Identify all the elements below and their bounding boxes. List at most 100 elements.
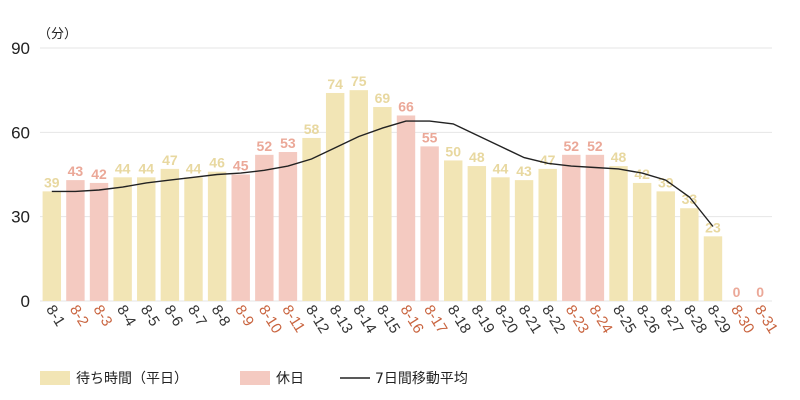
x-tick-label-8-22: 8-22 bbox=[538, 302, 568, 336]
value-label-8-29: 23 bbox=[705, 219, 721, 235]
y-axis-ticks: 0 30 60 90 bbox=[11, 39, 30, 311]
x-tick-label-8-18: 8-18 bbox=[444, 302, 474, 336]
bar-8-21 bbox=[514, 180, 534, 301]
bar-8-24 bbox=[585, 154, 605, 301]
bar-8-4 bbox=[113, 177, 132, 301]
value-label-8-19: 48 bbox=[469, 149, 485, 165]
bar-8-10 bbox=[255, 154, 274, 301]
y-tick-label: 90 bbox=[11, 39, 30, 58]
x-tick-label-8-1: 8-1 bbox=[42, 302, 68, 329]
value-label-8-2: 43 bbox=[68, 163, 84, 179]
x-tick-label-8-15: 8-15 bbox=[373, 302, 403, 336]
value-label-8-8: 46 bbox=[209, 155, 225, 171]
x-tick-label-8-21: 8-21 bbox=[515, 302, 545, 336]
legend-label-weekday: 待ち時間（平日） bbox=[76, 371, 188, 387]
x-tick-label-8-10: 8-10 bbox=[255, 302, 285, 336]
bar-8-18 bbox=[444, 160, 463, 301]
x-tick-label-8-6: 8-6 bbox=[160, 302, 186, 329]
value-label-8-18: 50 bbox=[445, 143, 461, 159]
bar-8-6 bbox=[160, 168, 180, 301]
value-label-8-15: 69 bbox=[375, 90, 391, 106]
legend-swatch-weekday bbox=[40, 371, 70, 385]
x-tick-label-8-24: 8-24 bbox=[586, 302, 616, 336]
value-label-8-27: 39 bbox=[658, 174, 674, 190]
y-axis-unit-label: （分） bbox=[38, 27, 77, 42]
bar-8-17 bbox=[420, 146, 439, 301]
value-label-8-3: 42 bbox=[91, 166, 107, 182]
x-tick-label-8-28: 8-28 bbox=[680, 302, 710, 336]
bar-8-14 bbox=[349, 90, 368, 302]
value-label-8-12: 58 bbox=[304, 121, 320, 137]
bars bbox=[42, 90, 723, 302]
bar-8-2 bbox=[66, 180, 85, 301]
x-tick-label-8-20: 8-20 bbox=[491, 302, 521, 336]
x-tick-label-8-27: 8-27 bbox=[656, 302, 686, 336]
value-label-8-22: 47 bbox=[540, 152, 556, 168]
value-label-8-13: 74 bbox=[327, 76, 343, 92]
x-tick-label-8-3: 8-3 bbox=[90, 302, 116, 329]
x-tick-label-8-17: 8-17 bbox=[420, 302, 450, 336]
x-tick-label-8-19: 8-19 bbox=[467, 302, 497, 336]
x-tick-label-8-30: 8-30 bbox=[727, 302, 757, 336]
value-label-8-10: 52 bbox=[257, 138, 273, 154]
value-label-8-16: 66 bbox=[398, 98, 414, 114]
bar-8-22 bbox=[538, 168, 557, 301]
bar-8-19 bbox=[467, 166, 487, 301]
bar-8-29 bbox=[703, 236, 723, 301]
value-label-8-14: 75 bbox=[351, 73, 367, 89]
value-labels: 39 43 42 44 44 47 44 46 45 52 53 58 74 75 69 66 55 50 48 44… bbox=[44, 73, 764, 300]
x-tick-label-8-12: 8-12 bbox=[302, 302, 332, 336]
bar-8-9 bbox=[231, 174, 250, 301]
x-tick-label-8-11: 8-11 bbox=[279, 302, 309, 336]
y-tick-label: 60 bbox=[11, 123, 30, 142]
bar-8-3 bbox=[89, 182, 109, 301]
x-tick-label-8-25: 8-25 bbox=[609, 302, 639, 336]
bar-8-28 bbox=[680, 208, 699, 301]
bar-8-15 bbox=[373, 107, 392, 302]
y-tick-label: 30 bbox=[11, 208, 30, 227]
bar-8-20 bbox=[491, 177, 510, 301]
bar-8-26 bbox=[632, 182, 652, 301]
legend-label-holiday: 休日 bbox=[276, 371, 304, 387]
value-label-8-21: 43 bbox=[516, 163, 532, 179]
x-tick-label-8-8: 8-8 bbox=[208, 302, 234, 329]
value-label-8-9: 45 bbox=[233, 158, 249, 174]
x-axis-labels: 8-18-28-38-48-58-68-78-88-98-108-118-128… bbox=[42, 302, 781, 336]
bar-8-1 bbox=[42, 191, 62, 301]
legend: 待ち時間（平日） 休日 7日間移動平均 bbox=[40, 371, 468, 387]
x-tick-label-8-23: 8-23 bbox=[562, 302, 592, 336]
bar-8-5 bbox=[137, 177, 156, 301]
x-tick-label-8-7: 8-7 bbox=[184, 302, 210, 329]
bar-8-23 bbox=[562, 154, 581, 301]
legend-label-moving-average: 7日間移動平均 bbox=[375, 371, 468, 387]
x-tick-label-8-16: 8-16 bbox=[397, 302, 427, 336]
bar-8-27 bbox=[656, 191, 675, 301]
legend-swatch-holiday bbox=[240, 371, 270, 385]
x-tick-label-8-2: 8-2 bbox=[66, 302, 92, 329]
value-label-8-24: 52 bbox=[587, 138, 603, 154]
value-label-8-25: 48 bbox=[611, 149, 627, 165]
bar-8-12 bbox=[302, 137, 321, 301]
bar-8-7 bbox=[184, 177, 203, 301]
bar-8-25 bbox=[609, 166, 628, 301]
value-label-8-28: 33 bbox=[682, 191, 698, 207]
bar-8-11 bbox=[278, 152, 298, 301]
value-label-8-11: 53 bbox=[280, 135, 296, 151]
bar-8-16 bbox=[396, 115, 416, 301]
value-label-8-5: 44 bbox=[138, 160, 154, 176]
bar-8-13 bbox=[325, 92, 345, 301]
x-tick-label-8-4: 8-4 bbox=[113, 302, 139, 329]
value-label-8-7: 44 bbox=[186, 160, 202, 176]
value-label-8-26: 42 bbox=[634, 166, 650, 182]
value-label-8-20: 44 bbox=[493, 160, 509, 176]
x-tick-label-8-13: 8-13 bbox=[326, 302, 356, 336]
value-label-8-23: 52 bbox=[564, 138, 580, 154]
value-label-8-31: 0 bbox=[756, 284, 764, 300]
x-tick-label-8-5: 8-5 bbox=[137, 302, 163, 329]
x-tick-label-8-26: 8-26 bbox=[633, 302, 663, 336]
value-label-8-4: 44 bbox=[115, 160, 131, 176]
bar-8-8 bbox=[207, 171, 227, 301]
value-label-8-1: 39 bbox=[44, 174, 60, 190]
